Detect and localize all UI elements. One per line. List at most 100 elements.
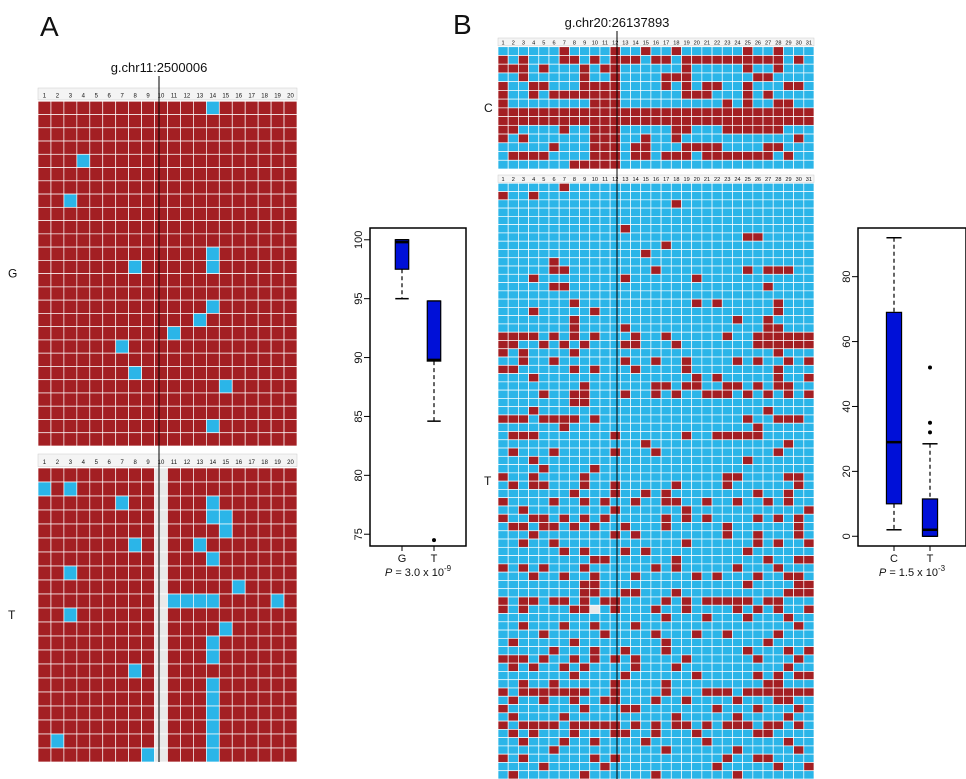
cell-unmethylated [497, 439, 509, 449]
cell-unmethylated [762, 216, 774, 225]
cell-unmethylated [681, 323, 693, 333]
cell-methylated [518, 621, 529, 631]
cell-unmethylated [762, 224, 774, 234]
cell-unmethylated [681, 307, 693, 317]
cell-unmethylated [548, 315, 560, 325]
cell-methylated [630, 704, 642, 714]
cell-methylated [762, 497, 774, 507]
cell-unmethylated [742, 637, 754, 647]
cell-unmethylated [518, 98, 529, 109]
column-number-label: 21 [704, 40, 710, 46]
cell-methylated [231, 127, 246, 142]
cell-unmethylated [803, 563, 815, 573]
cell-unmethylated [518, 662, 529, 672]
cell-unmethylated [752, 546, 764, 556]
cell-unmethylated [732, 753, 743, 763]
cell-unmethylated [507, 571, 519, 581]
cell-methylated [154, 379, 168, 394]
cell-methylated [154, 405, 168, 420]
methylation-grid-g [37, 100, 298, 447]
cell-methylated [283, 621, 298, 637]
cell-unmethylated [569, 513, 580, 523]
cell-methylated [711, 596, 723, 606]
cell-methylated [762, 637, 774, 647]
cell-methylated [37, 551, 52, 567]
cell-methylated [640, 439, 652, 449]
cell-methylated [670, 497, 682, 507]
cell-unmethylated [752, 46, 764, 56]
cell-methylated [180, 705, 194, 721]
cell-unmethylated [711, 604, 723, 614]
cell-methylated [589, 588, 601, 598]
column-number-label: 25 [745, 40, 751, 46]
cell-unmethylated [711, 695, 723, 705]
cell-unmethylated [701, 563, 713, 573]
cell-unmethylated [701, 762, 713, 772]
cell-unmethylated [793, 98, 805, 109]
cell-methylated [141, 419, 155, 434]
cell-methylated [193, 405, 207, 420]
cell-methylated [257, 495, 272, 511]
cell-unmethylated [783, 159, 794, 170]
cell-unmethylated [589, 72, 601, 83]
cell-unmethylated [803, 546, 815, 556]
cell-unmethylated [528, 671, 540, 681]
cell-unmethylated [518, 224, 529, 234]
cell-methylated [270, 537, 285, 553]
cell-unmethylated [518, 497, 529, 507]
cell-methylated [115, 719, 129, 735]
cell-methylated [283, 366, 298, 381]
cell-methylated [206, 523, 220, 539]
cell-unmethylated [772, 646, 784, 656]
cell-unmethylated [497, 530, 509, 540]
cell-unmethylated [660, 654, 672, 664]
cell-methylated [579, 588, 591, 598]
cell-methylated [742, 546, 754, 556]
cell-methylated [558, 687, 570, 697]
cell-methylated [538, 720, 550, 730]
cell-unmethylated [206, 649, 220, 665]
cell-methylated [752, 151, 764, 161]
cell-unmethylated [742, 497, 754, 507]
column-number-label: 12 [184, 94, 191, 100]
cell-unmethylated [630, 464, 642, 474]
cell-methylated [507, 770, 519, 779]
cell-unmethylated [783, 422, 794, 432]
cell-methylated [154, 260, 168, 274]
column-number-label: 4 [82, 94, 86, 100]
cell-unmethylated [558, 142, 570, 152]
cell-unmethylated [670, 232, 682, 242]
cell-unmethylated [548, 505, 560, 515]
cell-unmethylated [558, 207, 570, 217]
cell-unmethylated [711, 46, 723, 56]
cell-unmethylated [558, 98, 570, 109]
cell-methylated [270, 366, 285, 381]
cell-methylated [244, 180, 259, 195]
cell-unmethylated [640, 513, 652, 523]
column-number-label: 20 [287, 94, 294, 100]
cell-unmethylated [650, 224, 662, 234]
cell-unmethylated [681, 182, 693, 192]
cell-unmethylated [206, 419, 220, 434]
cell-unmethylated [538, 729, 550, 738]
cell-unmethylated [650, 406, 662, 416]
cell-unmethylated [609, 464, 621, 474]
cell-methylated [63, 663, 78, 679]
cell-unmethylated [548, 563, 560, 573]
cell-methylated [619, 323, 631, 333]
cell-unmethylated [548, 124, 560, 135]
cell-methylated [538, 389, 550, 399]
cell-methylated [589, 133, 601, 144]
cell-methylated [270, 339, 285, 354]
cell-unmethylated [793, 364, 805, 374]
cell-methylated [681, 107, 693, 117]
cell-unmethylated [721, 505, 733, 515]
cell-methylated [218, 286, 233, 301]
cell-unmethylated [783, 720, 794, 730]
column-number-label: 3 [522, 40, 525, 46]
cell-methylated [528, 530, 540, 540]
cell-methylated [283, 405, 298, 420]
cell-methylated [701, 497, 713, 507]
cell-unmethylated [711, 364, 723, 374]
cell-methylated [270, 649, 285, 665]
